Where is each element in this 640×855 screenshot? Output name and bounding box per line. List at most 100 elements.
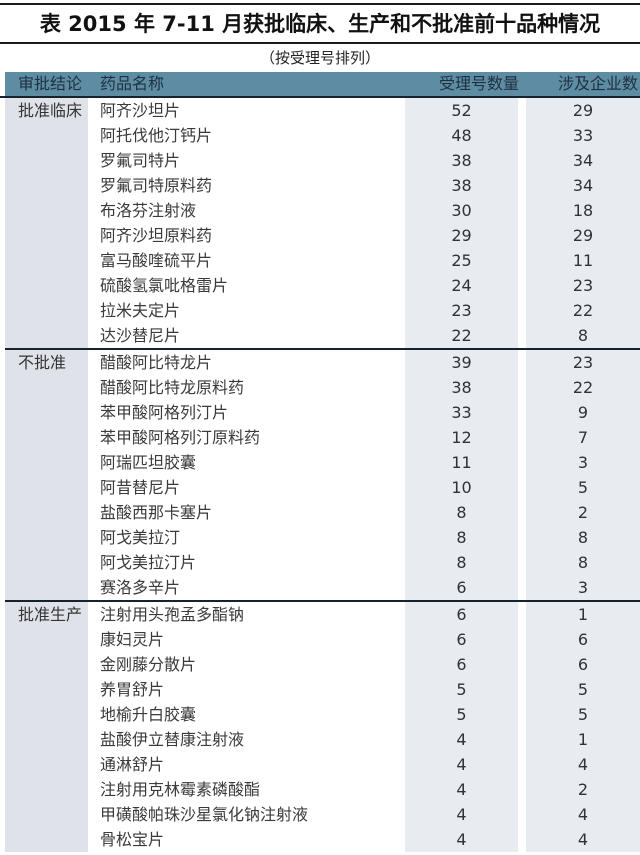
table-row: 阿瑞匹坦胶囊 11 3 — [0, 450, 640, 475]
enterprise-count-cell: 33 — [572, 126, 594, 145]
approval-category-label — [18, 525, 88, 550]
acceptance-count-cell: 5 — [456, 705, 467, 724]
approval-category-label — [18, 198, 88, 223]
approval-category-label — [18, 298, 88, 323]
table-row: 富马酸喹硫平片 25 11 — [0, 248, 640, 273]
enterprise-count-cell: 23 — [572, 353, 594, 372]
table-row: 布洛芬注射液 30 18 — [0, 198, 640, 223]
drug-name-cell: 阿昔替尼片 — [100, 478, 181, 497]
acceptance-count-cell: 23 — [451, 301, 472, 320]
enterprise-count-cell: 34 — [572, 151, 594, 170]
table-row: 阿托伐他汀钙片 48 33 — [0, 123, 640, 148]
acceptance-count-cell: 4 — [456, 730, 467, 749]
table-row: 达沙替尼片 22 8 — [0, 323, 640, 348]
drug-name-cell: 地榆升白胶囊 — [100, 705, 197, 724]
enterprise-count-cell: 11 — [572, 251, 594, 270]
section-divider — [5, 348, 640, 350]
approval-category-label — [18, 652, 88, 677]
table-row: 注射用克林霉素磷酸酯 4 2 — [0, 777, 640, 802]
approval-category-label — [18, 550, 88, 575]
table-row: 拉米夫定片 23 22 — [0, 298, 640, 323]
approval-category-label: 批准临床 — [18, 101, 83, 120]
table-row: 硫酸氢氯吡格雷片 24 23 — [0, 273, 640, 298]
approval-section: 批准临床 阿齐沙坦片 52 29 阿托伐他汀钙片 48 33 罗氟司特片 38 34 罗氟司特原料药… — [0, 98, 640, 348]
table-row: 通淋舒片 4 4 — [0, 752, 640, 777]
acceptance-count-cell: 4 — [456, 805, 467, 824]
enterprise-count-cell: 8 — [577, 553, 589, 572]
approval-category-label — [18, 123, 88, 148]
enterprise-count-cell: 2 — [577, 503, 589, 522]
enterprise-count-cell: 8 — [577, 326, 589, 345]
drug-name-cell: 拉米夫定片 — [100, 301, 181, 320]
approval-category-label — [18, 500, 88, 525]
approval-category-label — [18, 248, 88, 273]
acceptance-count-cell: 29 — [451, 226, 472, 245]
acceptance-count-cell: 38 — [451, 176, 472, 195]
enterprise-count-cell: 4 — [577, 805, 589, 824]
acceptance-count-cell: 25 — [451, 251, 472, 270]
approval-category-label — [18, 727, 88, 752]
approval-category-label — [18, 575, 88, 600]
table-row: 阿齐沙坦原料药 29 29 — [0, 223, 640, 248]
drug-name-cell: 阿瑞匹坦胶囊 — [100, 453, 197, 472]
acceptance-count-cell: 5 — [456, 680, 467, 699]
header-underline — [0, 96, 640, 98]
drug-name-cell: 富马酸喹硫平片 — [100, 251, 213, 270]
table-row: 盐酸伊立替康注射液 4 1 — [0, 727, 640, 752]
acceptance-count-cell: 38 — [451, 378, 472, 397]
header-drug-name: 药品名称 — [100, 74, 165, 93]
approval-category-label — [18, 827, 88, 852]
table-row: 醋酸阿比特龙原料药 38 22 — [0, 375, 640, 400]
acceptance-count-cell: 4 — [456, 780, 467, 799]
drug-name-cell: 醋酸阿比特龙原料药 — [100, 378, 245, 397]
table-row: 骨松宝片 4 4 — [0, 827, 640, 852]
acceptance-count-cell: 10 — [451, 478, 472, 497]
acceptance-count-cell: 6 — [456, 578, 467, 597]
section-divider — [5, 600, 640, 602]
approval-category-label — [18, 323, 88, 348]
table-row: 阿昔替尼片 10 5 — [0, 475, 640, 500]
drug-name-cell: 醋酸阿比特龙片 — [100, 353, 213, 372]
drug-name-cell: 苯甲酸阿格列汀原料药 — [100, 428, 261, 447]
acceptance-count-cell: 48 — [451, 126, 472, 145]
table-row: 苯甲酸阿格列汀片 33 9 — [0, 400, 640, 425]
approval-category-label — [18, 223, 88, 248]
approval-category-label — [18, 425, 88, 450]
table-row: 批准临床 阿齐沙坦片 52 29 — [0, 98, 640, 123]
acceptance-count-cell: 6 — [456, 655, 467, 674]
enterprise-count-cell: 3 — [577, 453, 589, 472]
enterprise-count-cell: 9 — [577, 403, 589, 422]
table-row: 金刚藤分散片 6 6 — [0, 652, 640, 677]
approval-category-label — [18, 677, 88, 702]
approval-category-label — [18, 777, 88, 802]
approval-category-label — [18, 273, 88, 298]
drug-name-cell: 达沙替尼片 — [100, 326, 181, 345]
drug-name-cell: 盐酸西那卡塞片 — [100, 503, 213, 522]
acceptance-count-cell: 52 — [451, 101, 472, 120]
table-row: 不批准 醋酸阿比特龙片 39 23 — [0, 350, 640, 375]
table-row: 阿戈美拉汀 8 8 — [0, 525, 640, 550]
acceptance-count-cell: 8 — [456, 553, 467, 572]
enterprise-count-cell: 22 — [572, 378, 594, 397]
approval-category-label: 不批准 — [18, 353, 67, 372]
drug-name-cell: 养胃舒片 — [100, 680, 165, 699]
title-divider-bottom — [0, 42, 640, 44]
acceptance-count-cell: 38 — [451, 151, 472, 170]
acceptance-count-cell: 11 — [451, 453, 472, 472]
table-row: 地榆升白胶囊 5 5 — [0, 702, 640, 727]
header-approval-conclusion: 审批结论 — [18, 74, 83, 93]
enterprise-count-cell: 4 — [577, 830, 589, 849]
table-row: 赛洛多辛片 6 3 — [0, 575, 640, 600]
approval-category-label — [18, 802, 88, 827]
enterprise-count-cell: 29 — [572, 101, 594, 120]
enterprise-count-cell: 1 — [577, 730, 589, 749]
approval-category-label — [18, 475, 88, 500]
table-row: 批准生产 注射用头孢孟多酯钠 6 1 — [0, 602, 640, 627]
drug-name-cell: 注射用克林霉素磷酸酯 — [100, 780, 261, 799]
enterprise-count-cell: 2 — [577, 780, 589, 799]
drug-name-cell: 阿戈美拉汀片 — [100, 553, 197, 572]
drug-name-cell: 阿齐沙坦原料药 — [100, 226, 213, 245]
acceptance-count-cell: 39 — [451, 353, 472, 372]
drug-name-cell: 注射用头孢孟多酯钠 — [100, 605, 245, 624]
